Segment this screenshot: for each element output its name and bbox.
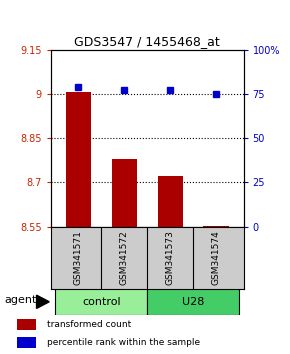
Polygon shape	[37, 295, 49, 308]
FancyBboxPatch shape	[55, 289, 147, 315]
Title: GDS3547 / 1455468_at: GDS3547 / 1455468_at	[74, 35, 220, 48]
Bar	[157, 176, 183, 227]
Text: percentile rank within the sample: percentile rank within the sample	[46, 338, 200, 347]
Text: GSM341573: GSM341573	[166, 230, 175, 285]
FancyBboxPatch shape	[17, 319, 36, 330]
Text: control: control	[82, 297, 121, 307]
Text: GSM341574: GSM341574	[211, 230, 221, 285]
Bar	[66, 92, 91, 227]
Text: GSM341572: GSM341572	[120, 230, 129, 285]
Text: U28: U28	[182, 297, 204, 307]
FancyBboxPatch shape	[17, 337, 36, 348]
Text: transformed count: transformed count	[46, 320, 131, 329]
Bar	[112, 159, 137, 227]
Text: GSM341571: GSM341571	[74, 230, 83, 285]
FancyBboxPatch shape	[147, 289, 239, 315]
Bar	[203, 225, 229, 227]
Text: agent: agent	[4, 296, 37, 306]
